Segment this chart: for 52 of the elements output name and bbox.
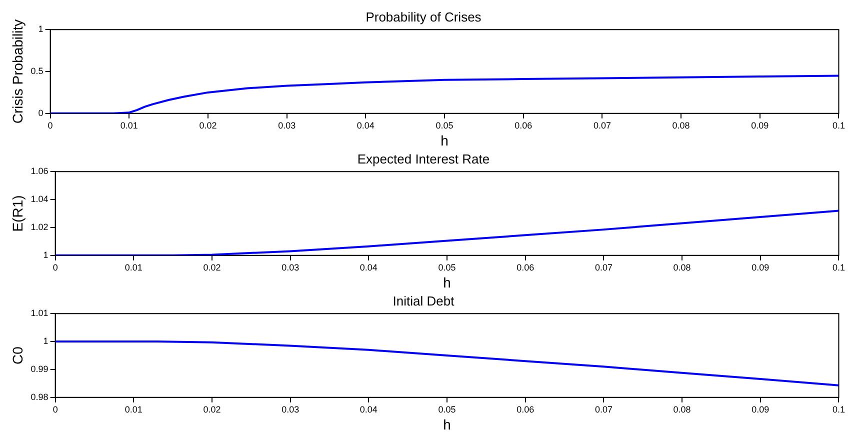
y-tick-label: 0.99 [30, 364, 48, 374]
x-axis-title: h [440, 132, 448, 148]
y-tick-label: 0.98 [30, 392, 48, 402]
x-tick-label: 0 [52, 262, 58, 272]
x-tick-label: 0.05 [438, 404, 456, 414]
x-tick-label: 0.01 [120, 120, 138, 130]
x-tick-label: 0.03 [278, 120, 296, 130]
x-tick-label: 0.1 [832, 262, 845, 272]
x-tick-label: 0.01 [124, 404, 142, 414]
x-tick-label: 0.02 [199, 120, 217, 130]
x-tick-label: 0.04 [360, 404, 378, 414]
x-tick-label: 0.06 [516, 262, 534, 272]
y-axis-title: Crisis Probability [9, 19, 26, 124]
x-tick-label: 0.03 [282, 404, 300, 414]
y-tick-label: 0.5 [30, 66, 44, 76]
x-tick-label: 0.03 [282, 262, 300, 272]
x-tick-label: 0 [52, 404, 58, 414]
x-tick-label: 0.1 [832, 404, 845, 414]
x-tick-label: 0.07 [594, 262, 612, 272]
x-tick-label: 0.09 [752, 404, 770, 414]
y-axis-title: E(R1) [9, 195, 26, 232]
y-tick-label: 1.02 [30, 222, 48, 232]
x-tick-label: 0.08 [673, 262, 691, 272]
x-tick-label: 0.06 [516, 404, 534, 414]
x-tick-label: 0.07 [594, 404, 612, 414]
x-tick-label: 0.04 [360, 262, 378, 272]
x-tick-label: 0.09 [751, 120, 769, 130]
y-tick-label: 1.04 [30, 194, 48, 204]
y-axis-title: C0 [9, 346, 26, 364]
x-tick-label: 0.09 [752, 262, 770, 272]
y-tick-label: 1.06 [30, 166, 48, 176]
x-tick-label: 0.02 [203, 262, 221, 272]
x-tick-label: 0.07 [593, 120, 611, 130]
x-axis-title: h [443, 416, 451, 432]
chart-title: Initial Debt [392, 293, 455, 308]
x-tick-label: 0.02 [203, 404, 221, 414]
chart-title: Expected Interest Rate [357, 151, 490, 166]
y-tick-label: 1.01 [30, 308, 48, 318]
x-tick-label: 0.06 [514, 120, 532, 130]
y-tick-label: 0 [38, 108, 44, 118]
x-tick-label: 0.08 [673, 404, 691, 414]
x-tick-label: 0.1 [832, 120, 845, 130]
y-tick-label: 1 [43, 250, 48, 260]
x-tick-label: 0.04 [356, 120, 374, 130]
y-tick-label: 1 [43, 336, 48, 346]
chart-title: Probability of Crises [366, 9, 482, 24]
x-tick-label: 0.05 [438, 262, 456, 272]
x-tick-label: 0.08 [672, 120, 690, 130]
x-axis-title: h [443, 274, 451, 290]
y-tick-label: 1 [38, 24, 44, 34]
x-tick-label: 0.01 [124, 262, 142, 272]
x-tick-label: 0.05 [436, 120, 454, 130]
